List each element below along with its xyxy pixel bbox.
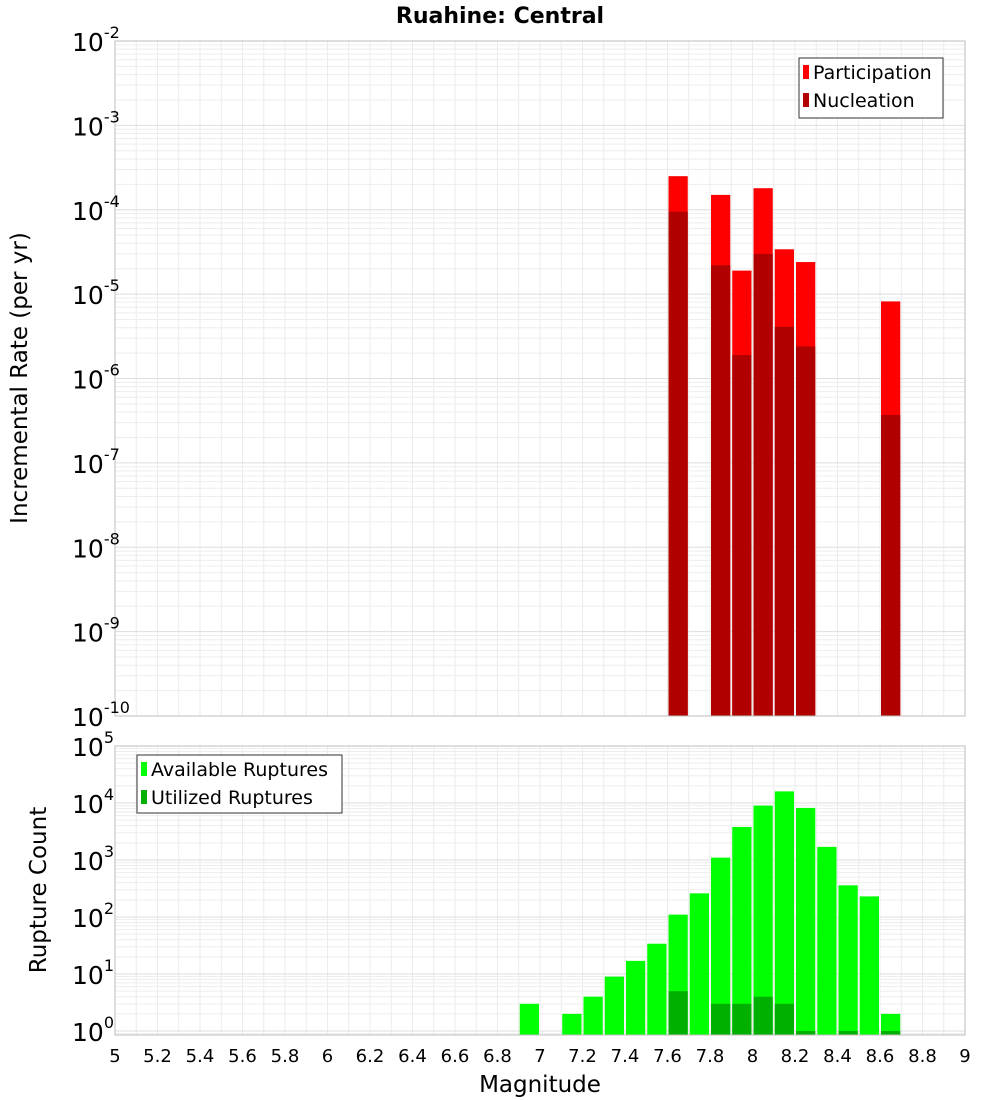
legend-swatch xyxy=(803,65,809,79)
x-tick-label: 8.2 xyxy=(781,1046,810,1067)
bar-available-ruptures-6.95 xyxy=(519,1003,539,1035)
x-tick-label: 8 xyxy=(747,1046,758,1067)
y-tick-label: 10-4 xyxy=(72,192,120,226)
legend-label: Participation xyxy=(813,62,932,84)
x-tick-label: 7 xyxy=(534,1046,545,1067)
x-tick-label: 9 xyxy=(959,1046,970,1067)
legend-box xyxy=(136,754,343,814)
legend: Available Ruptures Utilized Ruptures xyxy=(136,754,343,814)
y-tick-label: 10-9 xyxy=(72,614,120,648)
x-tick-label: 6.4 xyxy=(398,1046,427,1067)
y-tick-label: 103 xyxy=(72,842,114,876)
x-tick-label: 7.8 xyxy=(696,1046,725,1067)
series-nucleation xyxy=(668,211,901,716)
legend-label: Utilized Ruptures xyxy=(151,787,313,809)
legend: Participation Nucleation xyxy=(798,57,944,119)
rate-plot: 10-2 10-3 10-4 10-5 10-6 10-7 10-8 10-9 10-10 Inc… xyxy=(7,23,966,732)
legend-swatch xyxy=(141,762,147,776)
y-axis-label: Rupture Count xyxy=(26,807,52,973)
bar-utilized-ruptures-7.65 xyxy=(668,991,688,1035)
bar-utilized-ruptures-8.25 xyxy=(796,1031,816,1035)
bar-available-ruptures-7.75 xyxy=(689,893,709,1035)
grid xyxy=(114,41,966,717)
x-tick-label: 5.6 xyxy=(228,1046,257,1067)
x-tick-label: 6.6 xyxy=(441,1046,470,1067)
x-tick-label: 5.8 xyxy=(271,1046,300,1067)
x-axis-label: Magnitude xyxy=(479,1072,601,1098)
y-tick-label: 10-3 xyxy=(72,107,120,141)
bar-available-ruptures-8.05 xyxy=(753,805,773,1035)
y-tick-label: 100 xyxy=(72,1013,114,1047)
bar-available-ruptures-8.25 xyxy=(796,807,816,1035)
x-tick-label: 7.4 xyxy=(611,1046,640,1067)
legend-swatch xyxy=(141,790,147,804)
bar-available-ruptures-7.55 xyxy=(647,943,667,1035)
bar-available-ruptures-7.45 xyxy=(626,960,646,1035)
x-tick-label: 7.6 xyxy=(653,1046,682,1067)
legend-box xyxy=(798,57,944,119)
plot-border xyxy=(114,745,966,1036)
bar-available-ruptures-7.15 xyxy=(562,1013,582,1035)
x-tick-label: 5 xyxy=(109,1046,120,1067)
x-tick-label: 7.2 xyxy=(568,1046,597,1067)
series-utilized-ruptures xyxy=(668,991,901,1035)
bar-nucleation-8.15 xyxy=(774,326,794,716)
bar-nucleation-7.95 xyxy=(732,354,752,716)
legend-label: Nucleation xyxy=(813,90,915,112)
x-tick-label: 6 xyxy=(322,1046,333,1067)
y-tick-label: 105 xyxy=(72,728,114,762)
bar-utilized-ruptures-7.85 xyxy=(711,1003,731,1035)
count-plot: 105 104 103 102 101 100 Rupture Count 5 5.2 5.4 5.… xyxy=(26,728,971,1098)
bar-nucleation-7.85 xyxy=(711,265,731,716)
bar-available-ruptures-8.45 xyxy=(838,885,858,1035)
y-tick-label: 10-6 xyxy=(72,361,120,395)
legend-swatch xyxy=(803,93,809,107)
bar-utilized-ruptures-8.65 xyxy=(881,1031,901,1035)
y-tick-label: 10-10 xyxy=(72,698,130,732)
bar-available-ruptures-8.35 xyxy=(817,846,837,1035)
chart-title: Ruahine: Central xyxy=(396,4,604,29)
y-tick-label: 101 xyxy=(72,956,114,990)
bar-available-ruptures-7.85 xyxy=(711,857,731,1035)
bar-nucleation-8.05 xyxy=(753,253,773,716)
series-available-ruptures xyxy=(519,791,901,1035)
y-tick-label: 104 xyxy=(72,785,114,819)
bar-nucleation-8.65 xyxy=(881,414,901,716)
bar-utilized-ruptures-8.15 xyxy=(774,1003,794,1035)
y-tick-label: 10-8 xyxy=(72,529,120,563)
y-tick-label: 10-5 xyxy=(72,276,120,310)
legend-label: Available Ruptures xyxy=(151,759,328,781)
x-tick-label: 8.6 xyxy=(866,1046,895,1067)
bar-available-ruptures-7.35 xyxy=(604,976,624,1035)
bar-utilized-ruptures-7.95 xyxy=(732,1003,752,1035)
x-ticks: 5 5.2 5.4 5.6 5.8 6 6.2 6.4 6.6 6.8 7 7.2 7.4 7.6 7.8 8… xyxy=(109,1046,970,1067)
x-tick-label: 6.2 xyxy=(356,1046,385,1067)
x-tick-label: 8.8 xyxy=(908,1046,937,1067)
bar-available-ruptures-8.65 xyxy=(881,1013,901,1035)
plot-border xyxy=(114,40,966,717)
x-tick-label: 5.2 xyxy=(143,1046,172,1067)
x-tick-label: 5.4 xyxy=(186,1046,215,1067)
bar-nucleation-7.65 xyxy=(668,211,688,716)
x-tick-label: 6.8 xyxy=(483,1046,512,1067)
x-tick-label: 8.4 xyxy=(823,1046,852,1067)
bar-available-ruptures-8.55 xyxy=(859,896,879,1035)
bar-available-ruptures-7.25 xyxy=(583,996,603,1035)
y-axis-label: Incremental Rate (per yr) xyxy=(7,232,33,524)
y-tick-label: 10-2 xyxy=(72,23,120,57)
bar-utilized-ruptures-8.45 xyxy=(838,1031,858,1035)
bar-nucleation-8.25 xyxy=(796,346,816,716)
bar-available-ruptures-8.15 xyxy=(774,791,794,1035)
y-tick-label: 10-7 xyxy=(72,445,120,479)
bar-utilized-ruptures-8.05 xyxy=(753,996,773,1035)
y-tick-label: 102 xyxy=(72,899,114,933)
bar-available-ruptures-7.95 xyxy=(732,826,752,1035)
